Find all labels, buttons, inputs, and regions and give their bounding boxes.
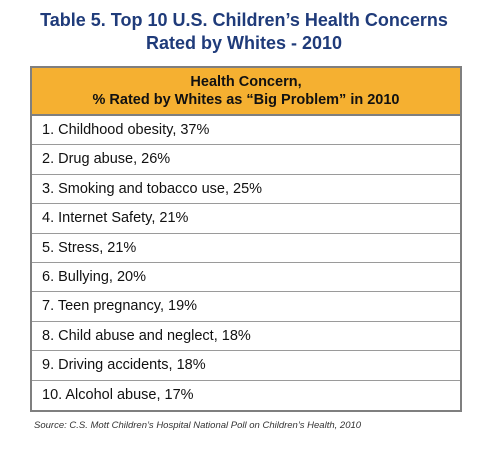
page-title: Table 5. Top 10 U.S. Children’s Health C… <box>0 9 488 55</box>
table-row-4: 4. Internet Safety, 21% <box>32 204 460 234</box>
table-row-1: 1. Childhood obesity, 37% <box>32 116 460 146</box>
table-row-10: 10. Alcohol abuse, 17% <box>42 386 194 403</box>
header-line-2: % Rated by Whites as “Big Problem” in 20… <box>92 92 400 108</box>
table-row-3: 3. Smoking and tobacco use, 25% <box>32 175 460 205</box>
title-line-1: Table 5. Top 10 U.S. Children’s Health C… <box>40 10 448 30</box>
health-concerns-table: Health Concern, % Rated by Whites as “Bi… <box>30 66 462 412</box>
table-row-6: 6. Bullying, 20% <box>32 263 460 293</box>
table-header: Health Concern, % Rated by Whites as “Bi… <box>32 68 460 116</box>
table-row-5: 5. Stress, 21% <box>32 234 460 263</box>
header-line-1: Health Concern, <box>190 74 302 90</box>
table-row-2: 2. Drug abuse, 26% <box>32 145 460 175</box>
title-line-2: Rated by Whites - 2010 <box>145 33 343 53</box>
source-note: Source: C.S. Mott Children’s Hospital Na… <box>34 420 362 431</box>
table-row-9: 9. Driving accidents, 18% <box>32 351 460 381</box>
table-row-7: 7. Teen pregnancy, 19% <box>32 292 460 322</box>
table-row-8: 8. Child abuse and neglect, 18% <box>32 322 460 352</box>
